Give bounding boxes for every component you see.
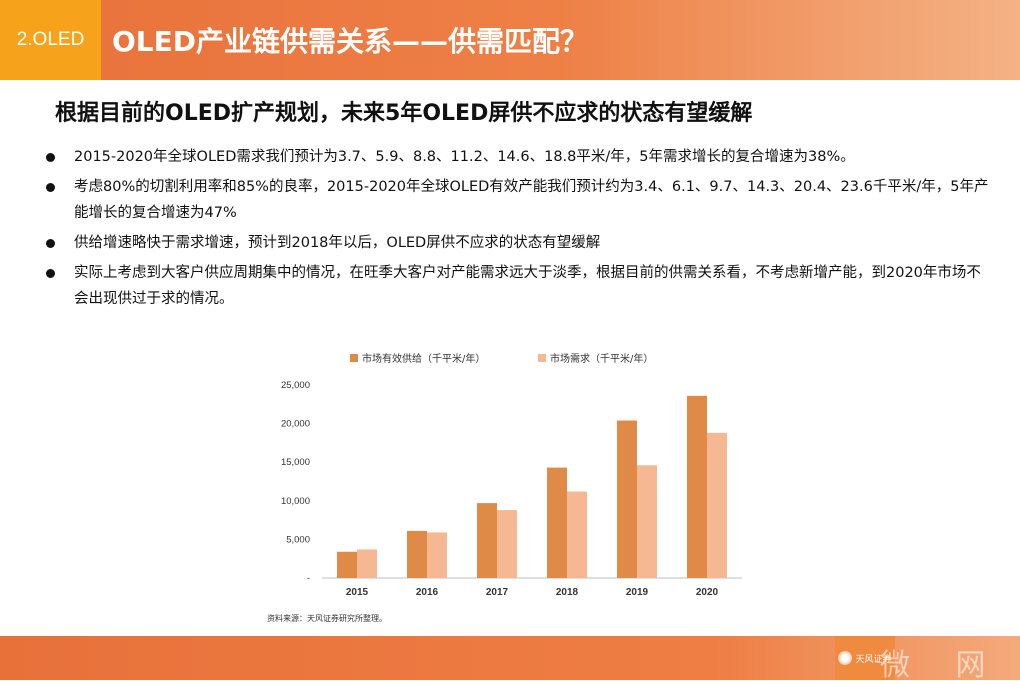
legend-label: 市场有效供给（千平米/年） bbox=[362, 352, 485, 365]
y-tick-label: 25,000 bbox=[281, 380, 310, 391]
bar-supply bbox=[337, 551, 357, 578]
bullet-dot-icon bbox=[46, 269, 55, 278]
y-tick-label: 15,000 bbox=[281, 457, 310, 468]
legend-swatch bbox=[350, 354, 358, 362]
bar-demand bbox=[357, 549, 377, 578]
bar-demand bbox=[637, 465, 657, 578]
x-tick-label: 2015 bbox=[346, 587, 369, 598]
bullet-dot-icon bbox=[46, 183, 55, 192]
legend-swatch bbox=[538, 354, 546, 362]
x-tick-label: 2019 bbox=[626, 587, 649, 598]
legend-label: 市场需求（千平米/年） bbox=[550, 352, 653, 365]
bar-demand bbox=[567, 491, 587, 578]
y-tick-label: 10,000 bbox=[281, 496, 310, 507]
bar-supply bbox=[477, 503, 497, 578]
y-tick-label: 20,000 bbox=[281, 419, 310, 430]
logo-text: 天风证券 bbox=[855, 654, 892, 665]
x-tick-label: 2018 bbox=[556, 587, 579, 598]
bar-demand bbox=[707, 432, 727, 578]
bullet-text: 实际上考虑到大客户供应周期集中的情况，在旺季大客户对产能需求远大于淡季，根据目前… bbox=[74, 265, 981, 307]
bullet-dot-icon bbox=[46, 153, 55, 162]
bullet-item: 考虑80%的切割利用率和85%的良率，2015-2020年全球OLED有效产能我… bbox=[44, 174, 994, 226]
section-tag: 2.OLED bbox=[0, 0, 101, 80]
watermark: 微 网 bbox=[880, 648, 1004, 683]
bar-supply bbox=[407, 530, 427, 578]
bar-supply bbox=[617, 420, 637, 578]
bullet-dot-icon bbox=[46, 239, 55, 248]
bullet-item: 实际上考虑到大客户供应周期集中的情况，在旺季大客户对产能需求远大于淡季，根据目前… bbox=[44, 260, 994, 312]
bar-demand bbox=[497, 510, 517, 578]
bar-supply bbox=[547, 467, 567, 578]
logo-flower-icon bbox=[838, 651, 853, 665]
slide-subtitle: 根据目前的OLED扩产规划，未来5年OLED屏供不应求的状态有望缓解 bbox=[55, 101, 753, 126]
bar-supply bbox=[687, 395, 707, 578]
bullet-item: 2015-2020年全球OLED需求我们预计为3.7、5.9、8.8、11.2、… bbox=[44, 144, 994, 170]
bullet-item: 供给增速略快于需求增速，预计到2018年以后，OLED屏供不应求的状态有望缓解 bbox=[44, 230, 994, 256]
bullet-list: 2015-2020年全球OLED需求我们预计为3.7、5.9、8.8、11.2、… bbox=[44, 144, 994, 316]
y-tick-label: - bbox=[307, 573, 310, 584]
header-bar: 2.OLED OLED产业链供需关系——供需匹配？ bbox=[0, 0, 1020, 80]
company-logo: 天风证券 bbox=[835, 636, 895, 680]
x-tick-label: 2017 bbox=[486, 587, 509, 598]
page-title: OLED产业链供需关系——供需匹配？ bbox=[112, 25, 589, 58]
y-tick-label: 5,000 bbox=[286, 534, 310, 545]
bar-demand bbox=[427, 532, 447, 578]
x-tick-label: 2020 bbox=[696, 587, 719, 598]
bullet-text: 供给增速略快于需求增速，预计到2018年以后，OLED屏供不应求的状态有望缓解 bbox=[74, 235, 601, 251]
bar-chart-svg: 市场有效供给（千平米/年） 市场需求（千平米/年） - 5,000 10,000 15,0… bbox=[281, 352, 742, 598]
x-tick-label: 2016 bbox=[416, 587, 439, 598]
bullet-text: 考虑80%的切割利用率和85%的良率，2015-2020年全球OLED有效产能我… bbox=[74, 179, 989, 221]
supply-demand-chart: 市场有效供给（千平米/年） 市场需求（千平米/年） - 5,000 10,000 15,0… bbox=[262, 345, 762, 627]
bullet-text: 2015-2020年全球OLED需求我们预计为3.7、5.9、8.8、11.2、… bbox=[74, 149, 855, 165]
section-tag-label: 2.OLED bbox=[16, 29, 85, 50]
source-note: 资料来源：天风证券研究所整理。 bbox=[267, 614, 387, 623]
